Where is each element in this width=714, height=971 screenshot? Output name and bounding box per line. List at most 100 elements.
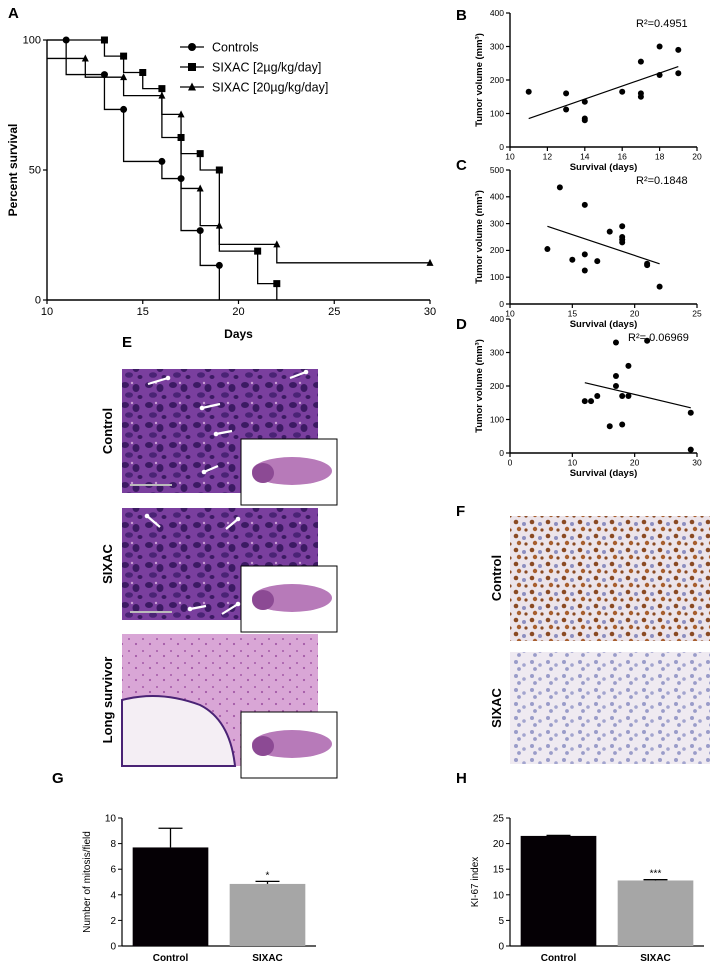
arrow-head: [303, 369, 309, 375]
arrow-head: [199, 405, 205, 411]
ihc-row-label: Control: [489, 555, 504, 601]
annotation-arrow: [189, 604, 207, 611]
category-label: Control: [153, 953, 189, 964]
scatter-point: [525, 88, 532, 95]
scatter-point: [563, 90, 570, 97]
panel-letter-B: B: [456, 7, 467, 24]
x-tick-label: 20: [232, 306, 244, 318]
series-0-marker: [120, 105, 128, 113]
x-axis-label: Survival (days): [570, 319, 638, 330]
series-2-marker: [177, 110, 185, 118]
series-1-marker: [139, 69, 147, 76]
y-tick-label: 0: [35, 295, 41, 307]
panel-letter-F: F: [456, 503, 465, 520]
y-tick-label: 100: [490, 108, 504, 118]
arrow-head: [165, 375, 171, 381]
y-tick-label: 200: [490, 75, 504, 85]
regression-line: [528, 66, 679, 120]
scatter-point: [581, 251, 588, 258]
x-axis-label: Days: [224, 327, 253, 341]
scatter-point: [656, 43, 663, 50]
x-axis-label: Survival (days): [570, 162, 638, 173]
scatter-point: [581, 98, 588, 105]
x-tick-label: 25: [328, 306, 340, 318]
series-0-marker: [215, 261, 223, 269]
regression-line: [547, 225, 660, 265]
y-tick-label: 6: [110, 865, 116, 876]
scatter-point: [675, 70, 682, 77]
y-tick-label: 20: [493, 839, 505, 850]
inset-cerebellum: [252, 463, 274, 483]
scatter-point: [594, 258, 601, 265]
scatter-point: [544, 246, 551, 253]
x-tick-label: 16: [617, 152, 627, 162]
series-2-marker: [273, 240, 281, 248]
panel-letter-D: D: [456, 316, 467, 333]
category-label: SIXAC: [640, 953, 671, 964]
x-tick-label: 15: [568, 309, 578, 319]
y-tick-label: 50: [29, 165, 41, 177]
series-0-marker: [196, 227, 204, 235]
scatter-point: [619, 393, 626, 400]
series-0-marker: [100, 71, 108, 79]
scatter-point: [619, 239, 626, 246]
he-row-label: SIXAC: [100, 544, 115, 584]
series-2-marker: [158, 91, 166, 99]
regression-line: [584, 382, 691, 409]
arrow-head: [235, 516, 241, 522]
arrow-head: [187, 606, 193, 612]
inset-cerebellum: [252, 590, 274, 610]
scatter-point: [606, 423, 613, 430]
series-2-marker: [426, 258, 434, 266]
series-line-2: [47, 57, 430, 264]
x-tick-label: 25: [692, 309, 702, 319]
y-axis-label: KI-67 index: [470, 857, 481, 908]
y-tick-label: 0: [110, 942, 116, 953]
scatter-point: [612, 383, 619, 389]
legend-marker: [188, 82, 196, 91]
legend-label: Controls: [212, 41, 259, 55]
series-1-marker: [254, 247, 262, 255]
ihc-micrograph: [510, 516, 710, 641]
chart-H: 0 5 10 15 20 25 KI-67 index Control *** SIXAC: [470, 814, 704, 964]
cavity-area: [121, 695, 237, 767]
y-tick-label: 0: [499, 448, 504, 458]
annotation-arrow: [203, 464, 219, 474]
scatter-point: [687, 409, 694, 416]
scatter-point: [619, 421, 626, 428]
arrow-head: [235, 601, 241, 607]
scatter-point: [625, 362, 632, 369]
x-tick-label: 30: [692, 458, 702, 468]
scatter-point: [594, 393, 601, 400]
series-1-marker: [215, 166, 223, 174]
legend-label: SIXAC [2µg/kg/day]: [212, 61, 321, 75]
x-tick-label: 30: [424, 306, 436, 318]
scatter-point: [644, 262, 651, 269]
category-label: Control: [541, 953, 577, 964]
chart-G: 0 2 4 6 8 10 Number of mitosis/field Control * SI…: [82, 814, 316, 964]
y-tick-label: 2: [110, 916, 116, 927]
series-0-marker: [158, 157, 166, 165]
y-tick-label: 100: [490, 272, 504, 282]
scatter-point: [581, 117, 588, 124]
x-tick-label: 20: [630, 458, 640, 468]
panel-letter-A: A: [8, 5, 19, 22]
y-tick-label: 300: [490, 41, 504, 51]
y-tick-label: 10: [105, 814, 117, 825]
y-tick-label: 15: [493, 865, 505, 876]
annotation-arrow: [147, 376, 169, 386]
x-tick-label: 12: [543, 152, 553, 162]
y-axis-label: Tumor volume (mm³): [474, 190, 485, 284]
bar-sixac: [617, 880, 694, 946]
x-tick-label: 15: [137, 306, 149, 318]
scatter-point: [644, 337, 651, 344]
he-row-label: Long survivor: [100, 657, 115, 744]
scatter-point: [637, 58, 644, 65]
annotation-arrow: [215, 429, 233, 436]
y-tick-label: 100: [23, 35, 41, 47]
series-1-marker: [100, 36, 108, 44]
scatter-point: [563, 106, 570, 113]
legend-label: SIXAC [20µg/kg/day]: [212, 81, 328, 95]
